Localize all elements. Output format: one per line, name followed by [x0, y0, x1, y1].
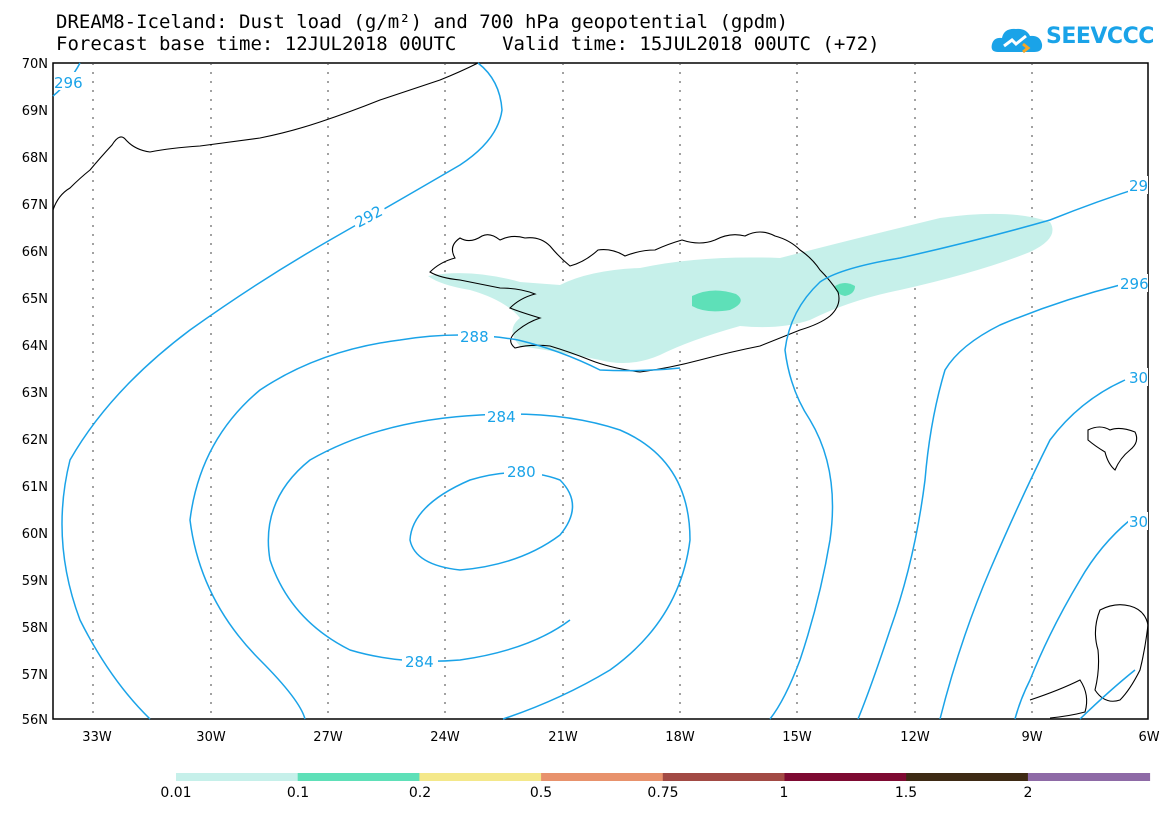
lat-label: 68N [22, 151, 48, 166]
contour-label: 29 [1129, 177, 1148, 195]
lon-label: 12W [900, 730, 930, 745]
lat-label: 64N [22, 339, 48, 354]
contour-label: 288 [460, 328, 489, 346]
lat-label: 63N [22, 386, 48, 401]
map-frame [52, 62, 1149, 720]
lon-label: 15W [782, 730, 812, 745]
contour-label: 30 [1129, 513, 1148, 531]
lat-label: 60N [22, 527, 48, 542]
lat-label: 61N [22, 480, 48, 495]
lon-label: 24W [430, 730, 460, 745]
colorbar-swatch [906, 773, 1029, 781]
lon-label: 9W [1021, 730, 1042, 745]
lon-label: 21W [548, 730, 578, 745]
lat-label: 62N [22, 433, 48, 448]
colorbar-label: 0.01 [160, 785, 191, 801]
colorbar-label: 0.1 [287, 785, 309, 801]
colorbar-swatch [662, 773, 785, 781]
cloud-icon [991, 28, 1043, 54]
colorbar-label: 0.5 [530, 785, 552, 801]
dust-load-shading [428, 213, 1053, 364]
lat-label: 65N [22, 292, 48, 307]
colorbar-swatch [297, 773, 420, 781]
contour-label: 296 [54, 74, 83, 92]
colorbar-swatch [419, 773, 542, 781]
colorbar-swatch [784, 773, 907, 781]
lat-label: 70N [22, 57, 48, 72]
lat-label: 69N [22, 104, 48, 119]
contour-label: 284 [405, 653, 434, 671]
colorbar-label: 0.2 [409, 785, 431, 801]
latitude-labels: 70N 69N 68N 67N 66N 65N 64N 63N 62N 61N … [22, 57, 48, 728]
contour-label: 296 [1120, 275, 1149, 293]
meridian-grid [92, 63, 1033, 719]
lon-label: 6W [1138, 730, 1159, 745]
colorbar-labels: 0.01 0.1 0.2 0.5 0.75 1 1.5 2 [160, 785, 1032, 801]
geopotential-contours [52, 62, 1149, 720]
colorbar [176, 773, 1151, 781]
longitude-labels: 33W 30W 27W 24W 21W 18W 15W 12W 9W 6W [82, 730, 1159, 745]
lat-label: 58N [22, 621, 48, 636]
colorbar-label: 1.5 [895, 785, 917, 801]
colorbar-swatch [1027, 773, 1151, 781]
lon-label: 18W [665, 730, 695, 745]
contour-label: 284 [487, 408, 516, 426]
lat-label: 59N [22, 574, 48, 589]
colorbar-label: 2 [1024, 785, 1033, 801]
colorbar-swatch [176, 773, 299, 781]
lon-label: 33W [82, 730, 112, 745]
lat-label: 57N [22, 668, 48, 683]
lat-label: 66N [22, 245, 48, 260]
colorbar-label: 0.75 [647, 785, 678, 801]
colorbar-swatch [541, 773, 664, 781]
lon-label: 27W [313, 730, 343, 745]
logo-text: SEEVCCC [1046, 24, 1154, 49]
coastlines [52, 62, 1149, 719]
colorbar-label: 1 [780, 785, 789, 801]
lat-label: 56N [22, 713, 48, 728]
contour-label: 280 [507, 463, 536, 481]
map-title-line1: DREAM8-Iceland: Dust load (g/m²) and 700… [56, 11, 789, 33]
contour-labels: 296 292 288 284 280 284 296 29 30 30 [54, 72, 1149, 671]
lon-label: 30W [196, 730, 226, 745]
lat-label: 67N [22, 198, 48, 213]
map-title-line2: Forecast base time: 12JUL2018 00UTC Vali… [56, 33, 880, 55]
contour-label: 30 [1129, 369, 1148, 387]
